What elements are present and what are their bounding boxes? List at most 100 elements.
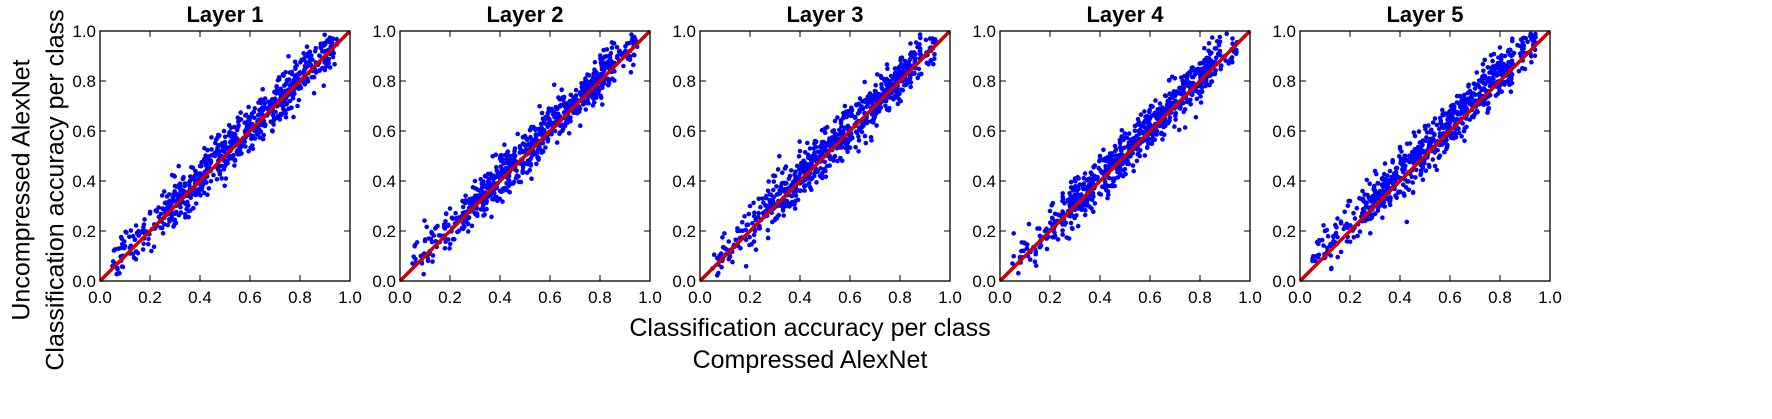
y-tick-label: 0.2	[372, 222, 396, 241]
identity-line	[98, 29, 352, 283]
scatter-point	[1500, 62, 1505, 67]
scatter-point	[1033, 251, 1038, 257]
scatter-point	[1345, 203, 1351, 208]
scatter-point	[237, 148, 243, 154]
y-tick-label: 0.6	[72, 122, 96, 141]
scatter-point	[412, 244, 418, 249]
scatter-point	[1314, 239, 1320, 245]
scatter-point	[1395, 190, 1401, 196]
scatter-point	[1217, 48, 1223, 54]
scatter-point	[1132, 128, 1138, 134]
scatter-point	[1082, 171, 1088, 176]
scatter-point	[142, 228, 148, 234]
scatter-point	[167, 203, 173, 209]
scatter-point	[1024, 246, 1030, 251]
scatter-point	[429, 231, 435, 236]
scatter-point	[1119, 128, 1125, 133]
scatter-point	[767, 203, 773, 209]
scatter-point	[1067, 203, 1073, 209]
x-tick-label: 0.8	[588, 288, 612, 307]
scatter-point	[1167, 115, 1173, 120]
scatter-point	[1194, 96, 1200, 102]
scatter-point	[794, 163, 800, 169]
scatter-point	[493, 174, 499, 180]
scatter-point	[517, 150, 523, 155]
scatter-point	[1202, 58, 1208, 64]
scatter-point	[1184, 99, 1190, 105]
scatter-point	[497, 188, 503, 194]
scatter-point	[1152, 128, 1158, 134]
x-tick-label: 0.6	[1138, 288, 1162, 307]
scatter-point	[232, 163, 237, 168]
scatter-point	[284, 81, 289, 86]
scatter-point	[1497, 71, 1503, 76]
scatter-point	[1439, 121, 1444, 127]
scatter-point	[908, 41, 913, 46]
scatter-point	[560, 95, 566, 100]
scatter-point	[811, 146, 817, 151]
scatter-point	[539, 110, 545, 116]
scatter-point	[1069, 185, 1074, 190]
scatter-point	[191, 174, 196, 180]
scatter-point	[141, 241, 146, 247]
scatter-point	[212, 153, 218, 159]
scatter-point	[847, 111, 853, 116]
scatter-point	[1410, 180, 1415, 185]
scatter-point	[560, 128, 565, 134]
scatter-point	[787, 173, 793, 179]
scatter-point	[538, 121, 544, 127]
scatter-point	[1044, 246, 1050, 252]
scatter-point	[329, 40, 335, 46]
scatter-point	[292, 73, 298, 79]
scatter-point	[295, 103, 300, 109]
scatter-point	[760, 210, 766, 216]
scatter-point	[1502, 53, 1508, 59]
scatter-point	[284, 77, 290, 83]
scatter-point	[1429, 127, 1434, 133]
scatter-point	[545, 124, 550, 129]
scatter-point	[1086, 196, 1092, 201]
scatter-point	[892, 94, 897, 99]
scatter-point	[1197, 61, 1203, 66]
scatter-point	[1112, 143, 1118, 149]
scatter-point	[1210, 35, 1215, 40]
axes-frame	[999, 30, 1251, 282]
scatter-point	[835, 115, 840, 120]
scatter-point	[1416, 129, 1422, 134]
scatter-point	[505, 149, 511, 154]
scatter-point	[318, 41, 324, 47]
scatter-point	[304, 44, 310, 49]
scatter-point	[274, 88, 280, 93]
scatter-point	[515, 131, 520, 137]
scatter-point	[1462, 126, 1467, 131]
scatter-point	[537, 103, 542, 109]
scatter-point	[208, 178, 214, 184]
scatter-point	[1482, 57, 1487, 63]
y-tick-label: 0.0	[972, 272, 996, 291]
panel-title: Layer 4	[1086, 2, 1164, 27]
scatter-point	[1469, 95, 1474, 100]
scatter-point	[1060, 191, 1065, 196]
scatter-point	[1379, 203, 1385, 208]
scatter-point	[890, 76, 896, 82]
scatter-point	[773, 216, 778, 221]
scatter-point	[857, 96, 863, 101]
scatter-point	[918, 35, 923, 41]
scatter-point	[507, 153, 513, 159]
scatter-point	[818, 166, 823, 171]
scatter-point	[1412, 133, 1418, 139]
scatter-point	[1530, 33, 1535, 39]
scatter-point	[621, 63, 626, 69]
scatter-point	[517, 144, 523, 149]
x-tick-label: 0.0	[688, 288, 712, 307]
y-axis-label-line-1: Uncompressed AlexNet	[7, 59, 36, 321]
scatter-point	[413, 256, 418, 262]
scatter-point	[908, 84, 913, 90]
scatter-point	[1390, 158, 1395, 163]
scatter-point	[1325, 233, 1331, 239]
scatter-point	[257, 108, 263, 114]
scatter-point	[932, 52, 937, 57]
scatter-point	[211, 172, 216, 178]
scatter-point	[160, 231, 166, 236]
x-tick-label: 0.4	[488, 288, 512, 307]
